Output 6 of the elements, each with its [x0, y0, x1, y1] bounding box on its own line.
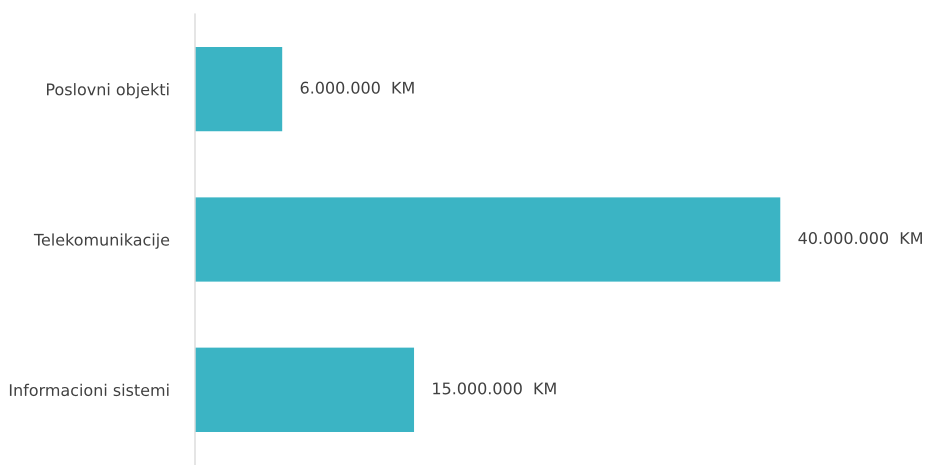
y-tick-label: Telekomunikacije: [34, 233, 170, 249]
data-label: 40.000.000 KM: [798, 232, 922, 244]
y-tick-label: Informacioni sistemi: [10, 384, 169, 396]
y-tick-label: Poslovni objekti: [46, 83, 168, 99]
data-label: 15.000.000 KM: [433, 382, 556, 394]
data-label: 6.000.000 KM: [300, 82, 414, 94]
